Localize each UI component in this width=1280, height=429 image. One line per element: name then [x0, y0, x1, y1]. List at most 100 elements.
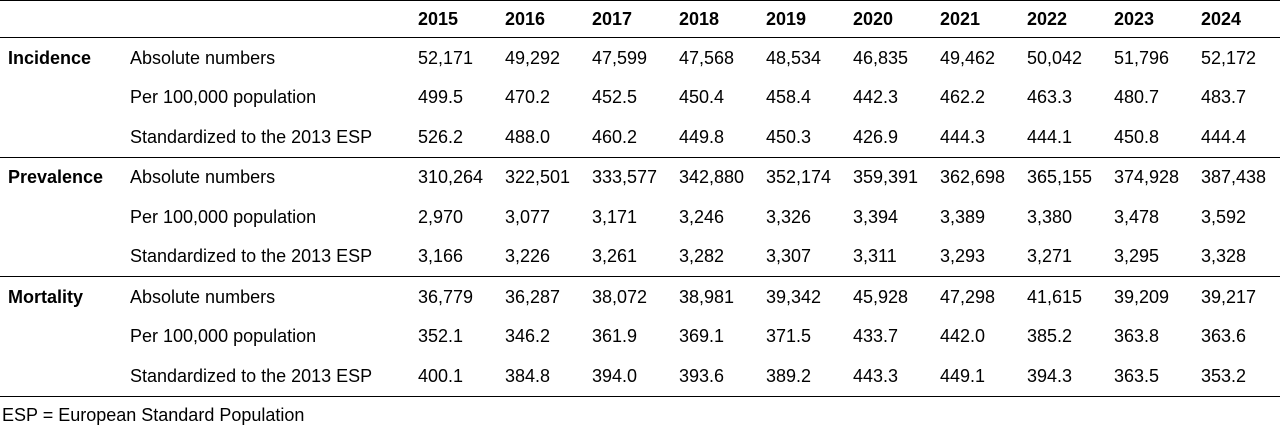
- value-cell: 3,261: [592, 246, 638, 267]
- row-measure-label: Standardized to the 2013 ESP: [120, 356, 410, 397]
- table-row: Per 100,000 population 499.5 470.2 452.5 450…: [0, 78, 1280, 118]
- value-cell: 426.9: [853, 126, 899, 147]
- value-cell: 526.2: [418, 126, 464, 147]
- value-cell: 310,264: [410, 156, 497, 197]
- value-cell: 50,042: [1027, 47, 1083, 68]
- header-year-2016: 2016: [497, 0, 584, 38]
- row-measure-label: Per 100,000 population: [130, 206, 317, 227]
- value-cell: 333,577: [584, 156, 671, 197]
- value-cell: 480.7: [1114, 87, 1160, 108]
- value-cell: 361.9: [592, 326, 638, 347]
- value-cell: 3,077: [505, 206, 551, 227]
- table-row: Standardized to the 2013 ESP 400.1 384.8 39…: [0, 356, 1280, 397]
- value-cell: 353.2: [1193, 356, 1280, 397]
- value-cell: 352.1: [418, 326, 464, 347]
- value-cell: 3,271: [1027, 246, 1073, 267]
- value-cell: 3,380: [1027, 206, 1073, 227]
- value-cell: 3,246: [679, 206, 725, 227]
- row-group-label: [0, 78, 120, 118]
- value-cell: 47,298: [932, 276, 1019, 317]
- value-cell: 3,394: [853, 206, 899, 227]
- value-cell: 385.2: [1027, 326, 1073, 347]
- value-cell: 444.3: [940, 126, 986, 147]
- value-cell: 3,592: [1201, 206, 1247, 227]
- value-cell: 3,295: [1114, 246, 1160, 267]
- header-year-2024: 2024: [1193, 0, 1280, 38]
- value-cell: 369.1: [679, 326, 725, 347]
- value-cell: 3,171: [592, 206, 638, 227]
- header-year-2022: 2022: [1019, 0, 1106, 38]
- value-cell: 3,293: [940, 246, 986, 267]
- header-year-2023: 2023: [1106, 0, 1193, 38]
- header-group-cell: [0, 0, 120, 38]
- value-cell: 450.3: [766, 126, 812, 147]
- statistics-table: 2015 2016 2017 2018 2019 2020 2021 2022 …: [0, 0, 1280, 397]
- row-group-label: Incidence: [8, 47, 92, 68]
- value-cell: 49,462: [940, 47, 996, 68]
- value-cell: 444.1: [1027, 126, 1073, 147]
- value-cell: 362,698: [932, 156, 1019, 197]
- value-cell: 371.5: [766, 326, 812, 347]
- value-cell: 483.7: [1201, 87, 1247, 108]
- value-cell: 433.7: [853, 326, 899, 347]
- header-year-2015: 2015: [410, 0, 497, 38]
- value-cell: 49,292: [505, 47, 561, 68]
- value-cell: 3,326: [766, 206, 812, 227]
- value-cell: 3,166: [418, 246, 464, 267]
- value-cell: 365,155: [1019, 156, 1106, 197]
- value-cell: 352,174: [758, 156, 845, 197]
- table-row: Standardized to the 2013 ESP 3,166 3,226 3,…: [0, 237, 1280, 277]
- value-cell: 384.8: [497, 356, 584, 397]
- row-group-label: [0, 237, 120, 277]
- value-cell: 387,438: [1193, 156, 1280, 197]
- value-cell: 38,072: [584, 276, 671, 317]
- value-cell: 39,342: [758, 276, 845, 317]
- value-cell: 394.3: [1019, 356, 1106, 397]
- value-cell: 3,307: [766, 246, 812, 267]
- value-cell: 3,226: [505, 246, 551, 267]
- value-cell: 3,389: [940, 206, 986, 227]
- value-cell: 342,880: [671, 156, 758, 197]
- value-cell: 450.4: [679, 87, 725, 108]
- header-year-2021: 2021: [932, 0, 1019, 38]
- value-cell: 458.4: [766, 87, 812, 108]
- table-row: Standardized to the 2013 ESP 526.2 488.0 46…: [0, 117, 1280, 157]
- table-row: Per 100,000 population 352.1 346.2 361.9 369…: [0, 317, 1280, 357]
- row-group-label: [0, 317, 120, 357]
- value-cell: 3,478: [1114, 206, 1160, 227]
- table-row: Incidence Absolute numbers 52,171 49,292 47,…: [0, 38, 1280, 78]
- table-row: Prevalence Absolute numbers 310,264 322,501…: [0, 156, 1280, 197]
- value-cell: 443.3: [845, 356, 932, 397]
- header-year-2019: 2019: [758, 0, 845, 38]
- table-body: Incidence Absolute numbers 52,171 49,292 47,…: [0, 38, 1280, 397]
- header-year-2017: 2017: [584, 0, 671, 38]
- value-cell: 36,779: [410, 276, 497, 317]
- header-year-2018: 2018: [671, 0, 758, 38]
- value-cell: 51,796: [1114, 47, 1170, 68]
- value-cell: 39,209: [1106, 276, 1193, 317]
- value-cell: 41,615: [1019, 276, 1106, 317]
- value-cell: 470.2: [505, 87, 551, 108]
- value-cell: 2,970: [418, 206, 464, 227]
- value-cell: 450.8: [1114, 126, 1160, 147]
- value-cell: 442.0: [940, 326, 986, 347]
- value-cell: 52,172: [1201, 47, 1257, 68]
- header-measure-cell: [120, 0, 410, 38]
- value-cell: 3,328: [1201, 246, 1247, 267]
- header-row: 2015 2016 2017 2018 2019 2020 2021 2022 …: [0, 0, 1280, 38]
- value-cell: 36,287: [497, 276, 584, 317]
- row-group-label: Prevalence: [0, 156, 120, 197]
- value-cell: 452.5: [592, 87, 638, 108]
- value-cell: 394.0: [584, 356, 671, 397]
- value-cell: 463.3: [1027, 87, 1073, 108]
- row-group-label: [0, 117, 120, 157]
- value-cell: 52,171: [418, 47, 474, 68]
- value-cell: 45,928: [845, 276, 932, 317]
- value-cell: 46,835: [853, 47, 909, 68]
- value-cell: 460.2: [592, 126, 638, 147]
- value-cell: 389.2: [758, 356, 845, 397]
- row-group-label: Mortality: [0, 276, 120, 317]
- row-measure-label: Absolute numbers: [120, 156, 410, 197]
- value-cell: 47,568: [679, 47, 735, 68]
- row-group-label: [0, 197, 120, 237]
